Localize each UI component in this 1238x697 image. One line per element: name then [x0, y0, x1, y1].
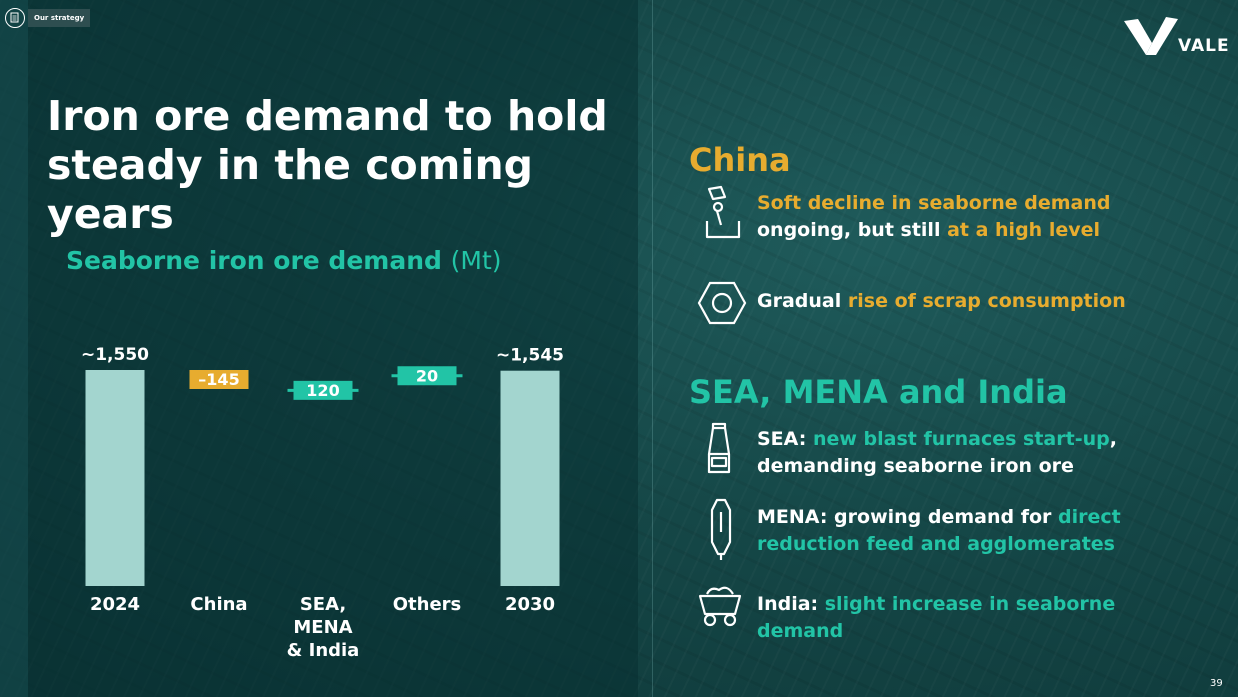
sea-bullet-2: MENA: growing demand for direct reductio… [757, 504, 1197, 558]
chart-title-main: Seaborne iron ore demand [66, 246, 442, 275]
hex-nut-icon [697, 281, 747, 329]
clipboard-icon [5, 8, 25, 28]
value-label-4: ~1,545 [496, 346, 564, 366]
panel-divider [652, 0, 653, 697]
blast-furnace-icon [706, 422, 732, 482]
category-label-2-2: & India [287, 640, 360, 661]
vale-logo-icon [1122, 15, 1180, 63]
reduction-tower-icon [708, 498, 734, 566]
section-badge[interactable]: Our strategy [28, 9, 90, 27]
sea-bullet-2-text: MENA: growing demand for [757, 506, 1059, 528]
bar-1 [189, 370, 249, 389]
value-label-0: ~1,550 [81, 345, 149, 365]
chart-title-unit: (Mt) [450, 246, 502, 275]
sea-bullet-1: SEA: new blast furnaces start-up, demand… [757, 426, 1197, 480]
furnace-ladle-icon [703, 185, 743, 245]
vale-logo-text: VALE [1178, 36, 1230, 56]
page-number: 39 [1210, 678, 1223, 689]
bar-4 [500, 370, 560, 586]
china-bullet-2-text: Gradual [757, 290, 848, 312]
value-label-2: 120 [306, 381, 339, 400]
title-line-2: steady in the coming years [47, 141, 533, 238]
sea-bullet-3: India: slight increase in seaborne deman… [757, 591, 1197, 645]
category-label-0-0: 2024 [90, 594, 140, 615]
category-label-3-0: Others [393, 594, 462, 615]
chart-title: Seaborne iron ore demand (Mt) [66, 246, 502, 275]
china-bullet-2: Gradual rise of scrap consumption [757, 288, 1197, 315]
bar-0 [85, 370, 145, 586]
sea-bullet-3-highlight: slight increase in seaborne demand [757, 593, 1116, 642]
left-edge-strip [0, 0, 28, 697]
page-title: Iron ore demand to hold steady in the co… [47, 92, 637, 239]
mine-cart-icon [697, 584, 743, 632]
waterfall-chart: ~1,550 2024 –145 China 120 SEA,MENA& India 20 O… [81, 345, 564, 661]
sea-bullet-1-text: , demanding seaborne iron ore [757, 428, 1117, 477]
value-label-3: 20 [416, 366, 438, 385]
sea-bullet-2-highlight: direct reduction feed and agglomerates [757, 506, 1121, 555]
value-label-1: –145 [198, 370, 239, 389]
sea-bullet-3-label: India: [757, 593, 825, 615]
category-label-2-1: MENA [293, 617, 352, 638]
category-label-2-0: SEA, [300, 594, 346, 615]
sea-bullet-1-label: SEA: [757, 428, 813, 450]
china-heading: China [689, 141, 791, 179]
china-bullet-1-text: ongoing, but still [757, 219, 948, 241]
category-label-1-0: China [190, 594, 247, 615]
sea-bullet-1-highlight: new blast furnaces start-up [812, 428, 1110, 450]
china-bullet-2-highlight: rise of scrap consumption [847, 290, 1126, 312]
china-bullet-1-highlight-2: at a high level [947, 219, 1100, 241]
sea-heading: SEA, MENA and India [689, 373, 1068, 411]
bar-2 [293, 380, 353, 400]
category-label-4-0: 2030 [505, 594, 555, 615]
china-bullet-1: Soft decline in seaborne demand ongoing,… [757, 190, 1197, 244]
title-line-1: Iron ore demand to hold [47, 92, 608, 140]
bar-3 [397, 366, 457, 386]
china-bullet-1-highlight: Soft decline in seaborne demand [757, 192, 1111, 214]
